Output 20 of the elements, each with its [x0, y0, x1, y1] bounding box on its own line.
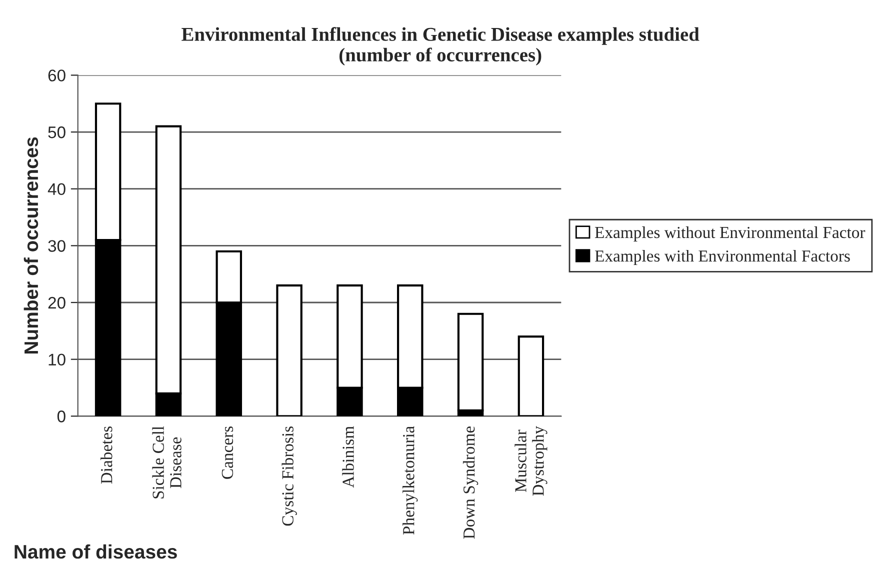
y-tick-label: 60	[48, 70, 66, 82]
y-tick-label: 10	[48, 354, 66, 366]
y-tick-label: 0	[57, 410, 66, 422]
x-tick-label: Cystic Fibrosis	[282, 426, 297, 526]
y-tick-label: 30	[48, 240, 66, 252]
y-tick-label: 20	[48, 296, 66, 309]
y-tick-label: 50	[48, 126, 66, 138]
x-tick-label: Sickle Cell Disease	[152, 426, 182, 498]
chart-title: Environmental Influences in Genetic Disease examples studied (number of occurrences)	[182, 27, 700, 66]
y-axis-title: Number of occurrences	[24, 137, 38, 354]
x-tick-label: Diabetes	[100, 426, 112, 484]
legend-label: Examples without Environmental Factor	[594, 226, 866, 242]
x-tick-label: Albinism	[342, 426, 354, 488]
x-axis-title: Name of diseases	[14, 544, 177, 559]
y-tick-label: 40	[48, 183, 66, 196]
x-tick-label: Down Syndrome	[462, 426, 478, 539]
x-tick-label: Cancers	[222, 426, 234, 479]
x-tick-label: Phenylketonuria	[402, 426, 418, 535]
x-tick-label: Muscular Dystrophy	[514, 426, 548, 496]
legend-label: Examples with Environmental Factors	[594, 250, 850, 266]
